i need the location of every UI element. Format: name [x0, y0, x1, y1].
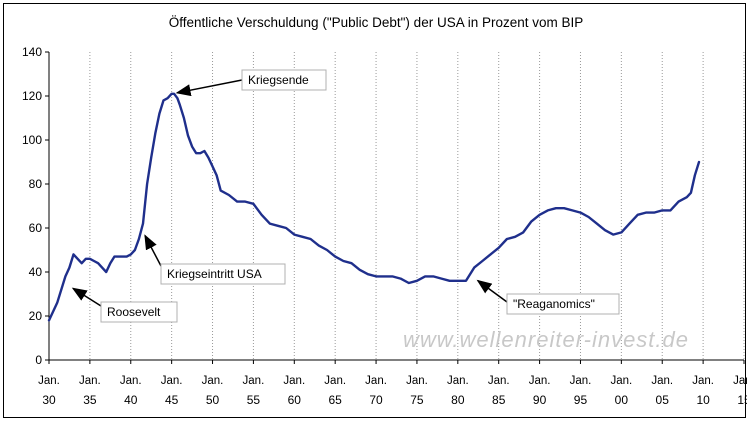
x-tick-label-line1: Jan.: [692, 375, 714, 387]
y-tick-label: 140: [22, 45, 42, 59]
series-layer: [47, 92, 701, 322]
watermark-layer: www.wellenreiter-invest.de: [403, 327, 689, 352]
x-tick-label-line2: 50: [206, 393, 220, 407]
x-tick-label-line1: Jan.: [570, 375, 592, 387]
x-tick-label-line2: 80: [451, 393, 465, 407]
x-tick-label-line1: Jan.: [488, 375, 510, 387]
x-tick-label-line2: 95: [574, 393, 588, 407]
x-tick-label-line2: 60: [288, 393, 302, 407]
x-tick-label-line1: Jan.: [733, 375, 747, 387]
x-tick-label-line2: 00: [615, 393, 629, 407]
annotation-arrow: [144, 234, 162, 267]
annotation-label: Kriegsende: [248, 73, 309, 87]
watermark-text: www.wellenreiter-invest.de: [403, 327, 689, 352]
x-tick-label-line1: Jan.: [365, 375, 387, 387]
x-tick-label-line2: 55: [247, 393, 261, 407]
x-tick-label-line2: 05: [656, 393, 670, 407]
y-tick-label: 40: [29, 265, 43, 279]
annotation-layer: Kriegsende Kriegseintritt USA Roosevelt "Re…: [71, 69, 620, 323]
x-tick-label-line2: 35: [83, 393, 97, 407]
x-tick-label-line1: Jan.: [651, 375, 673, 387]
annotation-arrow: [476, 279, 508, 303]
annotation-box: [506, 293, 620, 315]
chart-svg: Öffentliche Verschuldung ("Public Debt")…: [22, 15, 750, 407]
x-tick-label-line2: 85: [492, 393, 506, 407]
annotation-box: [241, 69, 327, 91]
y-tick-label: 120: [22, 89, 42, 103]
chart-frame: Öffentliche Verschuldung ("Public Debt")…: [3, 3, 750, 418]
x-tick-label-line2: 15: [737, 393, 747, 407]
x-tick-label-line1: Jan.: [610, 375, 632, 387]
x-tick-label-line1: Jan.: [406, 375, 428, 387]
annotation-label: Roosevelt: [107, 305, 161, 319]
x-tick-label-line2: 70: [369, 393, 383, 407]
x-tick-label-line2: 10: [696, 393, 710, 407]
y-tick-label: 60: [29, 221, 43, 235]
x-tick-label-line1: Jan.: [324, 375, 346, 387]
annotation-box: [100, 301, 178, 323]
grid-layer: [89, 52, 745, 360]
y-tick-label: 80: [29, 177, 43, 191]
axes-layer: 0 20 40 60 80 100 120 140 Jan. 30 Jan. 35 Jan. 40 Jan.…: [22, 45, 750, 407]
series-line-public-debt: [47, 92, 701, 322]
x-tick-label-line1: Jan.: [38, 375, 60, 387]
y-tick-label: 100: [22, 133, 42, 147]
x-tick-label-line2: 90: [533, 393, 547, 407]
x-tick-label-line1: Jan.: [283, 375, 305, 387]
x-tick-label-line2: 40: [124, 393, 138, 407]
y-tick-label: 0: [35, 353, 42, 367]
x-tick-label-line1: Jan.: [243, 375, 265, 387]
x-tick-label-line2: 45: [165, 393, 179, 407]
x-tick-label-line1: Jan.: [202, 375, 224, 387]
x-tick-label-line2: 65: [328, 393, 342, 407]
annotation-label: Kriegseintritt USA: [167, 267, 262, 281]
chart-title: Öffentliche Verschuldung ("Public Debt")…: [169, 15, 584, 30]
x-tick-label-line2: 75: [410, 393, 424, 407]
annotation-box: [160, 263, 286, 285]
annotation-arrow: [175, 79, 243, 97]
annotation-arrow: [71, 287, 102, 307]
x-tick-label-line1: Jan.: [447, 375, 469, 387]
x-tick-label-line1: Jan.: [79, 375, 101, 387]
x-tick-label-line1: Jan.: [161, 375, 183, 387]
x-tick-label-line1: Jan.: [120, 375, 142, 387]
x-tick-label-line1: Jan.: [529, 375, 551, 387]
annotation-label: "Reaganomics": [513, 297, 595, 311]
x-tick-label-line2: 30: [42, 393, 56, 407]
y-tick-label: 20: [29, 309, 43, 323]
